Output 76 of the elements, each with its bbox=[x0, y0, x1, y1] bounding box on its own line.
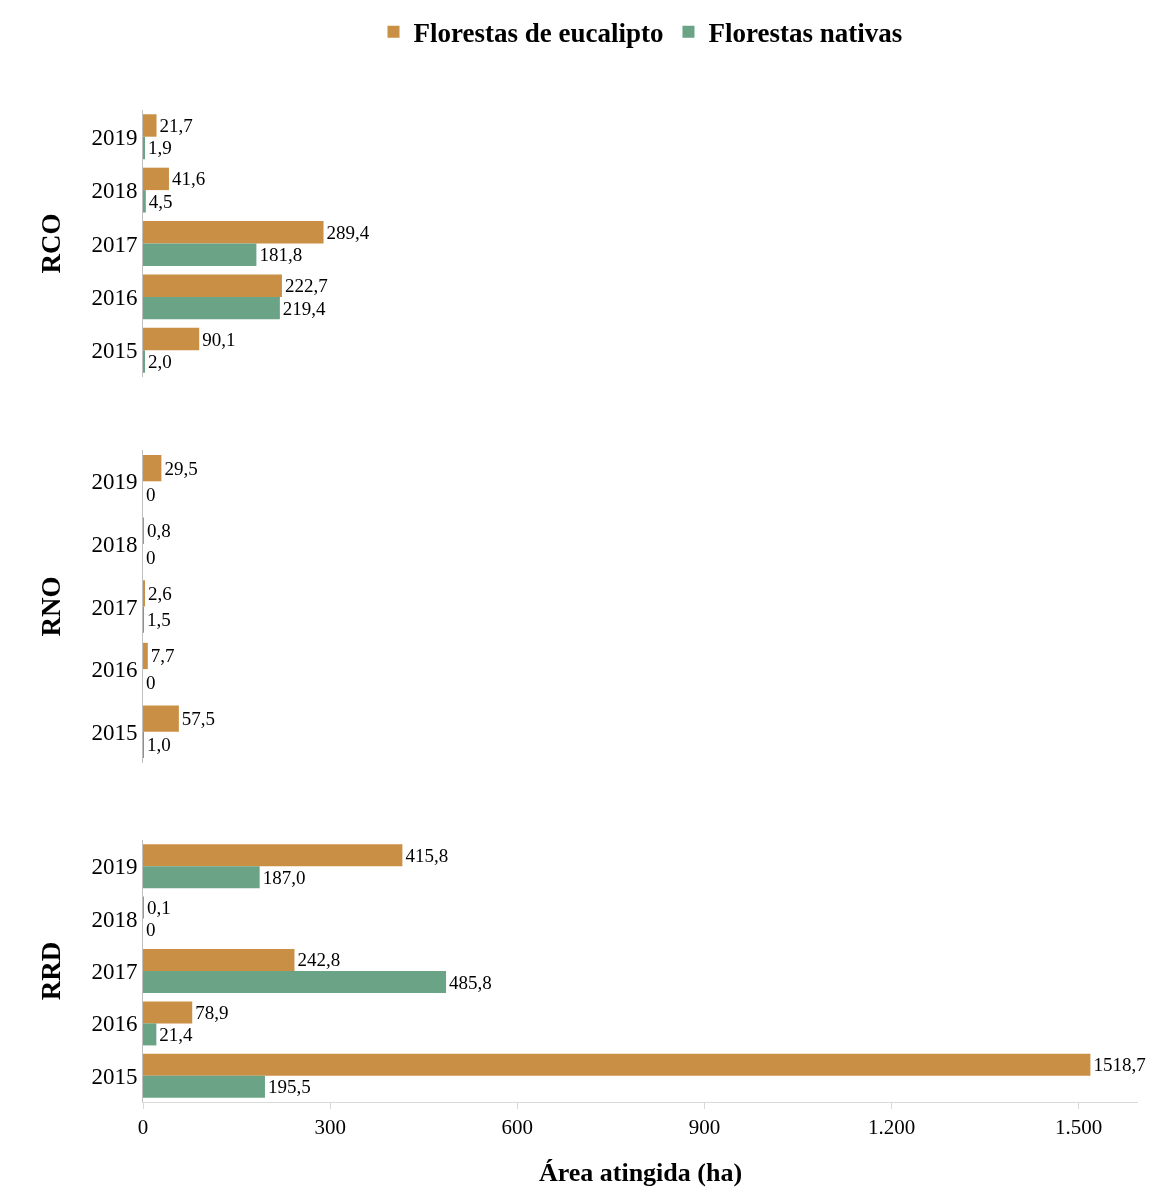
x-tick-label: 1.500 bbox=[1055, 1115, 1103, 1140]
bar bbox=[143, 844, 403, 867]
bar bbox=[143, 243, 257, 266]
data-label: 485,8 bbox=[449, 971, 492, 993]
bar bbox=[143, 1075, 265, 1098]
y-tick-label: 2016 bbox=[91, 1011, 138, 1037]
y-tick-label: 2017 bbox=[91, 959, 138, 985]
y-tick-label: 2018 bbox=[91, 178, 138, 204]
y-tick-label: 2015 bbox=[91, 719, 138, 745]
x-tick-label: 600 bbox=[501, 1115, 534, 1140]
y-tick-label: 2019 bbox=[91, 124, 138, 150]
y-axis-title: RRD bbox=[36, 941, 67, 1001]
data-label: 41,6 bbox=[171, 168, 206, 190]
bar bbox=[143, 642, 148, 670]
y-tick-label: 2015 bbox=[91, 1063, 138, 1089]
data-label: 1518,7 bbox=[1093, 1054, 1146, 1076]
x-tick-label: 0 bbox=[137, 1115, 149, 1140]
data-label: 219,4 bbox=[282, 297, 327, 319]
bar bbox=[143, 221, 324, 244]
bar bbox=[143, 114, 157, 137]
data-label: 195,5 bbox=[267, 1076, 311, 1098]
data-label: 90,1 bbox=[202, 328, 236, 350]
data-label: 289,4 bbox=[326, 221, 370, 243]
data-label: 7,7 bbox=[150, 645, 175, 667]
data-label: 222,7 bbox=[284, 275, 328, 297]
data-label: 1,9 bbox=[148, 137, 172, 159]
bar bbox=[143, 190, 146, 213]
y-tick-label: 2019 bbox=[91, 854, 138, 880]
y-tick-label: 2018 bbox=[91, 531, 138, 557]
data-label: 1,5 bbox=[147, 609, 171, 631]
x-tick-label: 1.200 bbox=[867, 1115, 916, 1140]
data-label: 242,8 bbox=[297, 949, 341, 971]
x-tick-label: 300 bbox=[314, 1115, 346, 1140]
y-tick-label: 2019 bbox=[91, 469, 138, 495]
legend-label: Florestas de eucalipto bbox=[413, 18, 664, 49]
x-tick-label: 900 bbox=[688, 1115, 721, 1140]
bar bbox=[143, 274, 282, 297]
y-tick-label: 2017 bbox=[91, 231, 138, 257]
x-axis-title: Área atingida (ha) bbox=[538, 1157, 743, 1187]
data-label: 1,0 bbox=[147, 734, 171, 756]
data-label: 0 bbox=[146, 483, 156, 505]
y-tick-label: 2016 bbox=[91, 284, 138, 310]
bar bbox=[143, 1001, 193, 1024]
y-tick-label: 2018 bbox=[91, 906, 138, 932]
y-axis-title: RCO bbox=[36, 213, 67, 274]
data-label: 4,5 bbox=[148, 190, 173, 212]
data-label: 181,8 bbox=[259, 244, 303, 266]
data-label: 187,0 bbox=[262, 866, 306, 888]
bar bbox=[143, 866, 260, 889]
data-label: 0,8 bbox=[147, 520, 171, 542]
data-label: 29,5 bbox=[164, 457, 198, 479]
y-tick-label: 2016 bbox=[91, 657, 138, 683]
bar bbox=[143, 296, 280, 320]
bar bbox=[143, 705, 179, 732]
data-label: 0,1 bbox=[147, 897, 171, 919]
legend-label: Florestas nativas bbox=[708, 18, 903, 49]
bar bbox=[143, 167, 169, 191]
bar bbox=[143, 971, 447, 994]
data-label: 415,8 bbox=[405, 844, 449, 866]
data-label: 21,7 bbox=[159, 114, 193, 136]
y-tick-label: 2017 bbox=[91, 594, 138, 620]
y-axis-title: RNO bbox=[36, 576, 67, 637]
bar bbox=[143, 1023, 157, 1046]
bar bbox=[143, 327, 200, 351]
y-tick-label: 2015 bbox=[91, 338, 138, 364]
data-label: 57,5 bbox=[181, 708, 216, 730]
bar bbox=[143, 1053, 1091, 1076]
bar bbox=[143, 455, 162, 482]
bar bbox=[143, 948, 295, 971]
data-label: 2,6 bbox=[148, 582, 172, 604]
data-label: 0 bbox=[146, 546, 156, 568]
data-label: 78,9 bbox=[195, 1001, 229, 1023]
data-label: 21,4 bbox=[159, 1023, 194, 1045]
data-label: 2,0 bbox=[148, 351, 172, 373]
data-label: 0 bbox=[146, 919, 156, 941]
data-label: 0 bbox=[146, 671, 156, 693]
